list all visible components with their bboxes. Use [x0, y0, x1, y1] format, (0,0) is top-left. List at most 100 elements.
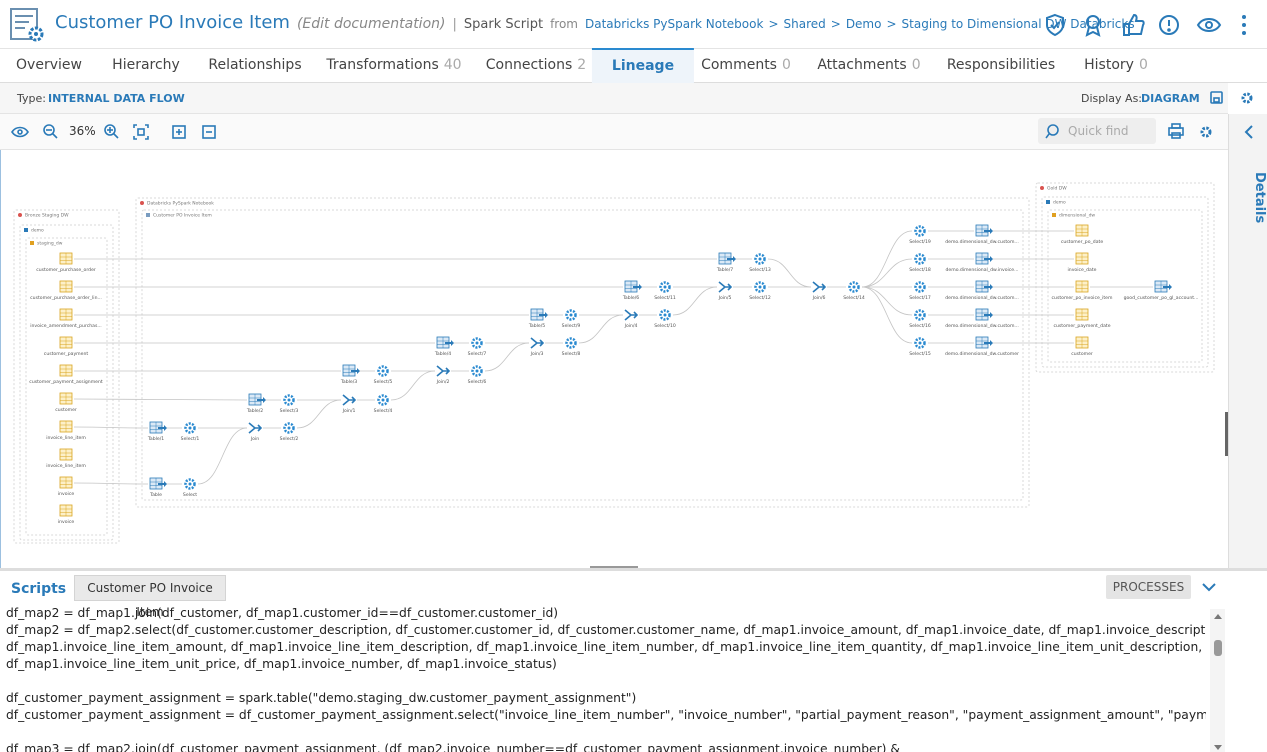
node: customer_po_invoice_item: [1052, 280, 1113, 301]
node: demo.dimensional_dw.custom...: [945, 280, 1019, 301]
node-label: good_customer_po_gl_account...: [1124, 295, 1199, 301]
node-label: Join: [250, 436, 259, 442]
fit-icon[interactable]: [133, 124, 149, 140]
tab[interactable]: Comments 0: [701, 48, 791, 82]
details-panel[interactable]: Details: [1228, 114, 1267, 570]
node: customer_payment_assignment: [29, 364, 103, 385]
code-block: df_customer_payment_assignment = spark.t…: [6, 690, 1206, 724]
node-label: Select/9: [562, 323, 581, 329]
node-label: Table/5: [528, 323, 545, 329]
code-view: df_map2 = df_map1.join(df_customer, df_m…: [6, 605, 1206, 752]
zoom-in[interactable]: [104, 124, 116, 136]
tab[interactable]: Connections 2: [486, 48, 586, 82]
node: customer_purchase_order: [36, 252, 96, 273]
node-label: demo.dimensional_dw.customer: [945, 351, 1019, 357]
node-icon-arrow: [1163, 284, 1172, 290]
print-icon[interactable]: [1168, 127, 1184, 136]
node-icon-core: [918, 313, 922, 317]
settings-icon[interactable]: [1241, 92, 1253, 104]
node-label: customer_purchase_order_lin...: [30, 295, 102, 301]
group-label: demo: [1053, 200, 1066, 206]
node-icon-arrow: [727, 256, 736, 262]
node: Table: [149, 477, 167, 498]
node-label: customer_purchase_order: [36, 267, 96, 273]
details-toggle[interactable]: [1243, 125, 1255, 139]
tab[interactable]: Relationships: [208, 48, 301, 82]
node-icon-arrow: [984, 256, 993, 262]
type-actions: [1210, 91, 1253, 104]
diagram-settings[interactable]: [1200, 126, 1212, 138]
breadcrumb-item[interactable]: Databricks PySpark Notebook: [585, 17, 764, 31]
tab[interactable]: Transformations 40: [326, 48, 461, 82]
node-label: Table/3: [340, 379, 357, 385]
node: Select/7: [468, 337, 486, 357]
node-icon-core: [569, 341, 573, 345]
collapse-scripts[interactable]: [1201, 581, 1217, 593]
node: Select/15: [909, 337, 931, 357]
node-icon-core: [287, 398, 291, 402]
node: Select: [183, 478, 197, 498]
watch-icon[interactable]: [1196, 18, 1222, 32]
node-icon-core: [188, 426, 192, 430]
node: Select/19: [909, 225, 931, 245]
node: Join/1: [342, 394, 357, 414]
like-icon[interactable]: [1123, 13, 1145, 36]
node: Table/2: [246, 393, 266, 414]
breadcrumb-item[interactable]: Shared: [783, 17, 826, 31]
node: invoice: [58, 476, 75, 497]
quick-find[interactable]: Quick find: [1038, 118, 1156, 144]
tab-label: Transformations: [326, 57, 439, 73]
breadcrumb-item[interactable]: Staging to Dimensional DW Databricks: [901, 17, 1135, 31]
collapse-all[interactable]: [202, 125, 216, 139]
breadcrumb-item[interactable]: Demo: [845, 17, 882, 31]
node-label: customer_payment: [44, 351, 89, 357]
node-label: Select/2: [280, 436, 299, 442]
node-label: invoice: [58, 491, 75, 497]
tab[interactable]: History 0: [1084, 48, 1148, 82]
expand-all[interactable]: [172, 125, 186, 139]
node-icon-arrow: [257, 397, 266, 403]
issue-icon[interactable]: [1159, 15, 1179, 35]
more-icon[interactable]: [1242, 15, 1246, 35]
node-label: Select: [183, 492, 197, 498]
tab-label: Lineage: [611, 58, 675, 74]
node-label: customer_po_date: [1061, 239, 1103, 245]
script-tab[interactable]: Customer PO Invoice Item: [74, 575, 226, 619]
node-label: Select/17: [909, 295, 931, 301]
tab-label: Connections: [485, 57, 573, 73]
view-icon[interactable]: [11, 126, 29, 138]
tab-label: Attachments: [817, 57, 907, 73]
group-icon: [140, 201, 144, 205]
edit-documentation[interactable]: (Edit documentation): [296, 16, 446, 32]
tab[interactable]: Attachments 0: [817, 48, 920, 82]
award-icon[interactable]: [1086, 15, 1100, 29]
tab[interactable]: Overview: [16, 48, 82, 82]
group-label: Bronze Staging DW: [25, 213, 69, 219]
tab-label: Responsibilities: [946, 57, 1056, 73]
node-label: Select/6: [468, 379, 487, 385]
group-label: Gold DW: [1047, 186, 1067, 192]
tab[interactable]: Hierarchy: [112, 48, 180, 82]
display-value[interactable]: DIAGRAM: [1141, 92, 1200, 105]
code-line: df_map2 = df_map2.select(df_customer.cus…: [6, 623, 1206, 637]
processes-button[interactable]: PROCESSES: [1106, 575, 1191, 599]
zoom-out[interactable]: [43, 124, 55, 136]
type-value: INTERNAL DATA FLOW: [48, 92, 185, 105]
node-label: Join/2: [436, 379, 450, 385]
node: customer: [1071, 336, 1093, 357]
certify-icon[interactable]: [1046, 13, 1064, 37]
node: Select/11: [654, 281, 676, 301]
type-label: Type:: [17, 92, 46, 105]
tab-bar: Overview Hierarchy Relationships Transforma…: [0, 48, 1267, 83]
node-label: Select/16: [909, 323, 931, 329]
lineage-edge: [861, 286, 913, 316]
save-icon[interactable]: [1210, 91, 1223, 104]
lineage-edge: [861, 230, 913, 288]
tab[interactable]: Responsibilities: [947, 48, 1055, 82]
node-icon-arrow: [984, 284, 993, 290]
tab[interactable]: Lineage: [591, 48, 695, 83]
node: Table/4: [434, 336, 454, 357]
scrollbar[interactable]: [1210, 609, 1225, 752]
node-label: invoice: [58, 519, 75, 525]
